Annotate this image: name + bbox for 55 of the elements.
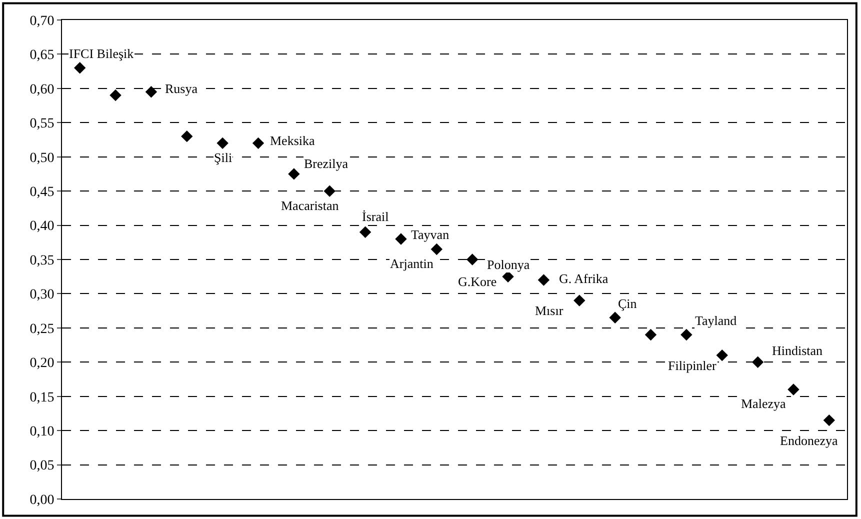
point — [644, 328, 657, 341]
y-tick-label: 0,25 — [30, 322, 54, 337]
point — [823, 414, 836, 426]
data-label: Hindistan — [772, 343, 824, 358]
y-tick-label: 0,15 — [30, 390, 54, 406]
point — [395, 233, 407, 245]
data-label: Meksika — [270, 133, 315, 148]
y-tick-label: 0,45 — [30, 184, 54, 200]
data-label: Tayland — [695, 313, 738, 328]
data-label: Şili — [214, 150, 232, 165]
point — [430, 243, 443, 256]
y-tick-label: 0,65 — [30, 48, 54, 64]
point — [252, 137, 264, 150]
y-tick-label: 0,05 — [30, 458, 54, 474]
point — [288, 168, 300, 180]
y-tick-label: 0,60 — [30, 82, 54, 98]
y-tick-label: 0,55 — [30, 116, 54, 132]
point — [574, 294, 586, 306]
point — [181, 130, 193, 142]
data-label: Endonezya — [780, 433, 838, 448]
data-label: Polonya — [487, 257, 530, 272]
y-tick-label: 0,40 — [30, 219, 54, 234]
point — [74, 62, 86, 74]
data-label: IFCI Bileşik — [69, 46, 134, 61]
point — [216, 137, 228, 150]
y-tick-label: 0,35 — [30, 253, 54, 268]
y-tick-label: 0,20 — [30, 356, 54, 372]
data-label: Macaristan — [281, 198, 340, 213]
point — [110, 89, 122, 102]
data-label: Mısır — [535, 303, 564, 318]
point — [752, 356, 764, 368]
data-label: Çin — [618, 296, 638, 311]
point — [324, 185, 336, 197]
data-label: Tayvan — [411, 227, 450, 242]
y-tick-label: 0,10 — [30, 424, 54, 440]
data-label: G.Kore — [458, 274, 497, 289]
data-label: Brezilya — [304, 156, 348, 171]
point — [466, 254, 478, 266]
data-label: G. Afrika — [559, 271, 608, 286]
data-label: Rusya — [165, 81, 198, 96]
point — [145, 86, 158, 98]
point — [359, 226, 372, 238]
point — [538, 274, 550, 286]
y-tick-label: 0,30 — [30, 288, 54, 303]
y-tick-label: 0,00 — [30, 492, 54, 508]
y-tick-label: 0,70 — [30, 14, 54, 29]
point — [716, 349, 728, 362]
data-label: Malezya — [741, 396, 786, 411]
y-tick-label: 0,50 — [30, 150, 54, 166]
point — [680, 328, 692, 341]
data-label: Arjantin — [390, 256, 434, 271]
data-label: İsrail — [362, 209, 390, 224]
data-label: Filipinler — [668, 358, 718, 373]
point — [788, 384, 800, 396]
point — [609, 312, 621, 324]
